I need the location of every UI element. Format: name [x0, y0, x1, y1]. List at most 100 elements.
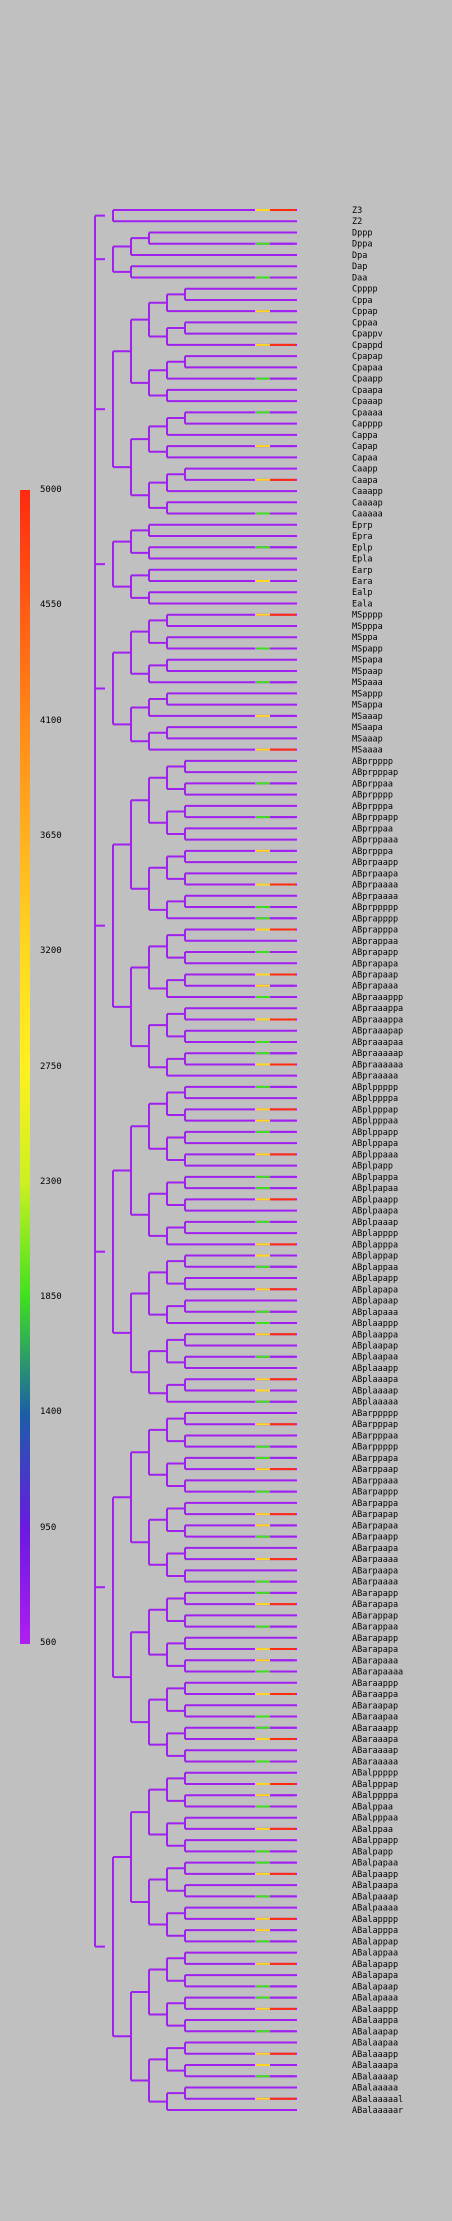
leaf-label: Cpaapp: [352, 375, 383, 385]
leaf-label: ABplppppa: [352, 1094, 398, 1104]
leaf-label: Capaa: [352, 453, 378, 463]
leaf-label: Eara: [352, 577, 372, 587]
leaf-label: Daa: [352, 273, 367, 283]
leaf-label: ABarpappa: [352, 1499, 398, 1509]
leaf-label: MSaapa: [352, 723, 383, 733]
leaf-label: MSappa: [352, 701, 383, 711]
leaf-label: Eprp: [352, 521, 372, 531]
leaf-label: ABalappap: [352, 1937, 398, 1947]
leaf-label: MSaaap: [352, 712, 383, 722]
leaf-label: ABprppapp: [352, 813, 398, 823]
leaf-label: ABalaappa: [352, 2016, 398, 2026]
leaf-label: ABarpppaa: [352, 1431, 398, 1441]
leaf-label: Cpappv: [352, 330, 383, 340]
leaf-label: ABplpppaa: [352, 1117, 398, 1127]
leaf-label: Cpaaap: [352, 397, 383, 407]
legend-tick-label: 4550: [40, 600, 62, 611]
leaf-label: ABprpppp: [352, 791, 393, 801]
leaf-label: ABalppppp: [352, 1769, 398, 1779]
leaf-label: Cppap: [352, 307, 378, 317]
leaf-label: ABarapapp: [352, 1589, 398, 1599]
leaf-label: ABpraaaaa: [352, 1072, 398, 1082]
leaf-label: Cpappd: [352, 341, 383, 351]
leaf-label: ABpraaappp: [352, 993, 403, 1003]
leaf-label: Cappa: [352, 431, 378, 441]
leaf-label: MSpaaa: [352, 678, 383, 688]
leaf-label: ABpraaapap: [352, 1027, 403, 1037]
leaf-label: ABprapapp: [352, 948, 398, 958]
leaf-label: Caaaap: [352, 498, 383, 508]
leaf-label: ABprppaaa: [352, 836, 398, 846]
leaf-label: ABplpppap: [352, 1105, 398, 1115]
leaf-label: ABarppppp: [352, 1409, 398, 1419]
leaf-label: Caapa: [352, 476, 378, 486]
leaf-label: ABalpapp: [352, 1847, 393, 1857]
leaf-label: ABplapaap: [352, 1297, 398, 1307]
leaf-label: ABprppaa: [352, 824, 393, 834]
legend-color-segment: [20, 835, 30, 953]
leaf-label: ABalaaapp: [352, 2050, 398, 2060]
leaf-label: ABarapaaa: [352, 1656, 398, 1666]
leaf-label: ABplapapp: [352, 1274, 398, 1284]
leaf-label: MSaaaa: [352, 746, 383, 756]
leaf-label: ABpraaappa: [352, 1004, 403, 1014]
leaf-label: ABplaaapa: [352, 1375, 398, 1385]
leaf-label: ABaraappp: [352, 1679, 398, 1689]
leaf-label: ABplaappa: [352, 1330, 398, 1340]
legend-tick-label: 1850: [40, 1292, 62, 1303]
leaf-label: ABalappaa: [352, 1949, 398, 1959]
leaf-label: ABpraaappa: [352, 1015, 403, 1025]
leaf-label: ABarappaa: [352, 1623, 398, 1633]
leaf-label: Z3: [352, 206, 362, 216]
leaf-label: ABaraaapa: [352, 1735, 398, 1745]
leaf-label: ABalaapaa: [352, 2039, 398, 2049]
leaf-label: ABprapapa: [352, 959, 398, 969]
legend-tick-label: 2750: [40, 1061, 62, 1072]
leaf-label: ABalpapaa: [352, 1859, 398, 1869]
legend-tick-label: 2300: [40, 1176, 62, 1187]
leaf-label: ABprpaaaa: [352, 881, 398, 891]
leaf-label: Z2: [352, 217, 362, 227]
leaf-label: ABalaaaap: [352, 2072, 398, 2082]
leaf-label: Caaapp: [352, 487, 383, 497]
legend-tick-label: 4100: [40, 715, 62, 726]
leaf-label: ABaraaaaa: [352, 1757, 398, 1767]
leaf-label: ABarappap: [352, 1611, 398, 1621]
leaf-label: ABarpaaaa: [352, 1578, 398, 1588]
leaf-label: Cppaa: [352, 318, 378, 328]
leaf-label: ABplaaapp: [352, 1364, 398, 1374]
leaf-label: ABarpppap: [352, 1420, 398, 1430]
leaf-label: ABarpaapa: [352, 1566, 398, 1576]
leaf-label: MSppa: [352, 633, 378, 643]
leaf-label: ABalapaaa: [352, 1994, 398, 2004]
leaf-label: ABpraaaaaa: [352, 1060, 403, 1070]
leaf-label: ABplaaaap: [352, 1386, 398, 1396]
leaf-label: ABplappaa: [352, 1263, 398, 1273]
leaf-label: ABarpaapp: [352, 1533, 398, 1543]
leaf-label: MSpppp: [352, 611, 383, 621]
leaf-label: ABalpaaap: [352, 1892, 398, 1902]
legend-color-segment: [20, 720, 30, 837]
legend-color-segment: [20, 1527, 30, 1644]
leaf-label: ABprapppa: [352, 926, 398, 936]
leaf-label: ABarpaapa: [352, 1544, 398, 1554]
leaf-label: ABplaaaaa: [352, 1398, 398, 1408]
leaf-label: ABalapppa: [352, 1926, 398, 1936]
leaf-label: ABarpapaa: [352, 1521, 398, 1531]
leaf-label: ABarpapap: [352, 1510, 398, 1520]
leaf-label: ABalaaapa: [352, 2061, 398, 2071]
leaf-label: ABarppapa: [352, 1454, 398, 1464]
leaf-label: ABalppppa: [352, 1791, 398, 1801]
leaf-label: ABpraaapaa: [352, 1038, 403, 1048]
leaf-label: ABalaaaaar: [352, 2106, 403, 2116]
leaf-label: Caaaaa: [352, 510, 383, 520]
leaf-label: ABalapppp: [352, 1915, 398, 1925]
leaf-label: ABalapapp: [352, 1960, 398, 1970]
legend-tick-label: 1400: [40, 1407, 62, 1418]
leaf-label: ABarapaaaa: [352, 1668, 403, 1678]
leaf-label: Dap: [352, 262, 367, 272]
leaf-label: Cpapaa: [352, 363, 383, 373]
leaf-label: ABarapapa: [352, 1600, 398, 1610]
leaf-label: ABalapaap: [352, 1982, 398, 1992]
